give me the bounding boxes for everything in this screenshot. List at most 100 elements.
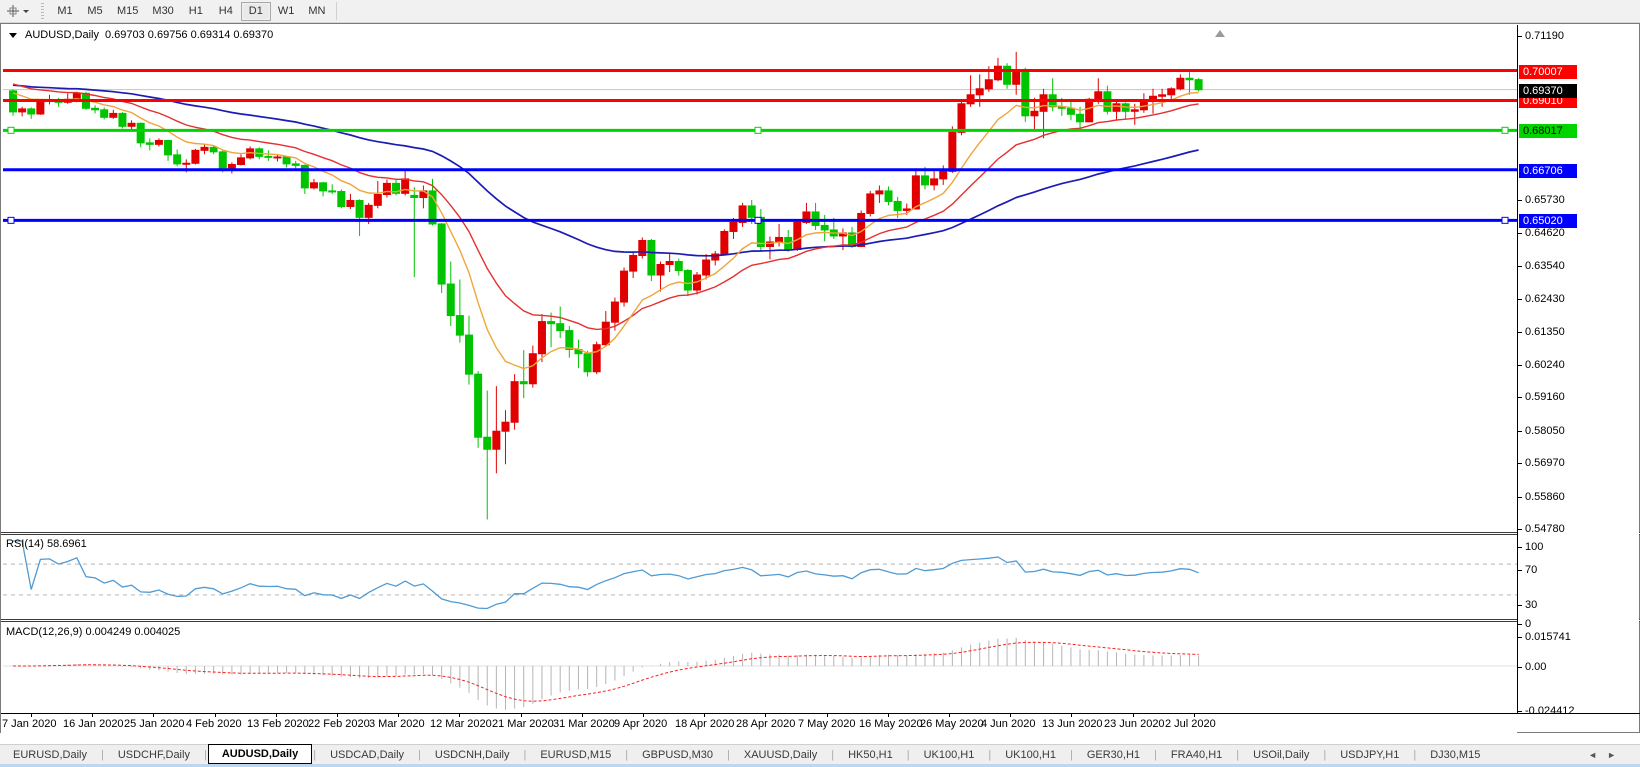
rsi-tick-mark: [1518, 605, 1522, 606]
price-tick-mark: [1518, 200, 1522, 201]
price-tick-mark: [1518, 497, 1522, 498]
time-tick-mark: [215, 714, 216, 717]
time-tick-mark: [1194, 714, 1195, 717]
time-tick-mark: [949, 714, 950, 717]
time-tick-label: 2 Jul 2020: [1165, 718, 1216, 730]
macd-tick-label: -0.024412: [1525, 705, 1575, 717]
tab-divider: |: [1236, 748, 1240, 761]
chart-tab-hk50-h1[interactable]: HK50,H1: [848, 748, 893, 761]
rsi-tick-label: 30: [1525, 599, 1538, 611]
time-tick-mark: [31, 714, 32, 717]
time-tick-label: 4 Feb 2020: [186, 718, 242, 730]
timeframe-button-h4[interactable]: H4: [218, 5, 233, 17]
chart-tab-audusd-daily[interactable]: AUDUSD,Daily: [207, 744, 313, 764]
price-tick-label: 0.54780: [1525, 523, 1565, 535]
chart-tab-fra40-h1[interactable]: FRA40,H1: [1170, 748, 1223, 761]
macd-pane[interactable]: [3, 622, 1519, 712]
timeframe-button-mn[interactable]: MN: [308, 5, 326, 17]
price-tick-mark: [1518, 463, 1522, 464]
line-handle[interactable]: [7, 216, 15, 224]
line-handle[interactable]: [754, 126, 762, 134]
tab-divider: |: [727, 748, 730, 761]
line-handle[interactable]: [1501, 126, 1509, 134]
chart-tab-ger30-h1[interactable]: GER30,H1: [1086, 748, 1141, 761]
price-tick-label: 0.61350: [1525, 326, 1565, 338]
time-tick-label: 22 Feb 2020: [308, 718, 370, 730]
rsi-tick-label: 100: [1525, 541, 1544, 553]
main-chart-pane[interactable]: [3, 25, 1519, 532]
chart-tab-usdcnh-daily[interactable]: USDCNH,Daily: [434, 748, 510, 761]
chart-tab-eurusd-m15[interactable]: EURUSD,M15: [540, 748, 612, 761]
macd-tick-mark: [1518, 637, 1522, 638]
chart-tab-uk100-h1[interactable]: UK100,H1: [1005, 748, 1056, 761]
price-tick-label: 0.55860: [1525, 491, 1565, 503]
chart-tab-usdcad-daily[interactable]: USDCAD,Daily: [330, 748, 405, 761]
chart-tab-usdjpy-h1[interactable]: USDJPY,H1: [1340, 748, 1400, 761]
time-axis[interactable]: 7 Jan 2020 16 Jan 2020 25 Jan 2020 4 Feb 20…: [1, 714, 1517, 733]
tab-divider: |: [1154, 748, 1157, 761]
timeframe-button-m1[interactable]: M1: [57, 5, 73, 17]
timeframe-button-m15[interactable]: M15: [117, 5, 139, 17]
chart-title: AUDUSD,Daily 0.69703 0.69756 0.69314 0.6…: [9, 29, 273, 41]
time-tick-label: 23 Jun 2020: [1104, 718, 1165, 730]
rsi-pane[interactable]: [3, 534, 1519, 619]
time-tick-mark: [1133, 714, 1134, 717]
price-flag-0.68017: 0.68017: [1519, 124, 1577, 138]
time-tick-label: 7 May 2020: [798, 718, 856, 730]
price-tick-label: 0.62430: [1525, 293, 1565, 305]
price-tick-mark: [1518, 431, 1522, 432]
chart-tab-usoil-daily[interactable]: USOil,Daily: [1253, 748, 1310, 761]
line-handle[interactable]: [1501, 216, 1509, 224]
chart-tool-button[interactable]: [0, 0, 35, 22]
time-tick-mark: [704, 714, 705, 717]
tab-divider: |: [625, 748, 629, 761]
price-axis[interactable]: 0.71190 0.65730 0.64620 0.63540 0.62430 0.613…: [1517, 25, 1639, 717]
time-tick-label: 9 Apr 2020: [614, 718, 668, 730]
chart-tab-uk100-h1[interactable]: UK100,H1: [923, 748, 975, 761]
chart-shift-marker[interactable]: [1215, 30, 1225, 37]
chart-tab-xauusd-daily[interactable]: XAUUSD,Daily: [743, 748, 818, 761]
tab-scroll-left-icon[interactable]: ◄: [1588, 749, 1608, 760]
timeframe-button-m30[interactable]: M30: [152, 5, 174, 17]
price-tick-label: 0.65730: [1525, 194, 1565, 206]
chart-tab-gbpusd-m30[interactable]: GBPUSD,M30: [642, 748, 714, 761]
time-tick-mark: [1010, 714, 1011, 717]
line-handle[interactable]: [7, 126, 15, 134]
price-tick-mark: [1518, 397, 1522, 398]
tab-divider: |: [313, 748, 317, 761]
chart-tab-eurusd-daily[interactable]: EURUSD,Daily: [13, 748, 87, 761]
rsi-tick-label: 70: [1525, 564, 1538, 576]
time-tick-mark: [337, 714, 338, 717]
chart-tab-dj30-m15[interactable]: DJ30,M15: [1430, 748, 1481, 761]
timeframe-button-h1[interactable]: H1: [188, 5, 203, 17]
tab-divider: |: [418, 748, 421, 761]
window-gap: [0, 733, 1640, 744]
toolbar-separator: [336, 2, 338, 20]
chart-tab-bar: EURUSD,Daily | USDCHF,Daily | AUDUSD,Daily | U…: [0, 744, 1640, 764]
rsi-line: [13, 540, 1199, 610]
tab-scroll-right-icon[interactable]: ►: [1607, 749, 1626, 760]
tab-divider: |: [831, 748, 835, 761]
timeframe-button-m5[interactable]: M5: [87, 5, 103, 17]
toolbar-grip[interactable]: [41, 3, 44, 19]
time-tick-label: 7 Jan 2020: [2, 718, 57, 730]
line-handle[interactable]: [754, 216, 762, 224]
window-bottom-edge: [0, 764, 1640, 767]
timeframe-button-d1[interactable]: D1: [240, 1, 271, 21]
pane-splitter[interactable]: [1, 532, 1640, 535]
time-tick-label: 26 May 2020: [920, 718, 984, 730]
chart-collapse-button[interactable]: [9, 29, 19, 41]
tab-divider: |: [1323, 748, 1327, 761]
candles: [9, 51, 1203, 520]
pane-splitter[interactable]: [1, 619, 1640, 622]
timeframe-button-w1[interactable]: W1: [277, 5, 295, 17]
rsi-tick-mark: [1518, 570, 1522, 571]
macd-tick-label: 0.00: [1525, 661, 1547, 673]
chart-symbol-period: AUDUSD,Daily: [25, 29, 99, 41]
tab-divider: |: [1069, 748, 1073, 761]
price-flag-0.70007: 0.70007: [1519, 65, 1577, 79]
chevron-down-icon: [23, 10, 29, 13]
price-tick-label: 0.56970: [1525, 457, 1565, 469]
macd-tick-mark: [1518, 711, 1522, 712]
chart-tab-usdchf-daily[interactable]: USDCHF,Daily: [117, 748, 190, 761]
